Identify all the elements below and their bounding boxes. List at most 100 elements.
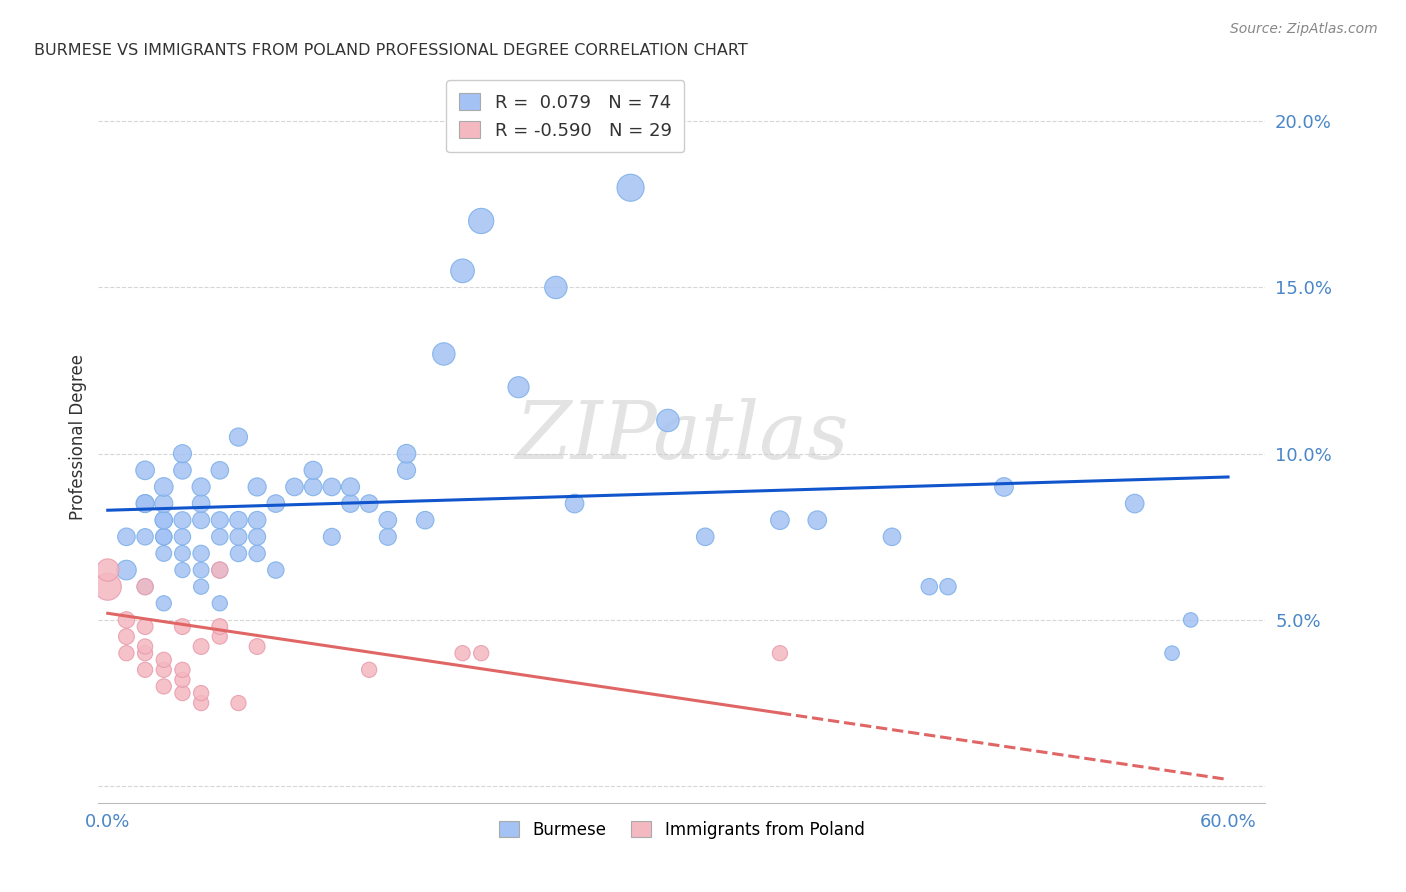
Point	[246, 530, 269, 544]
Point	[395, 463, 418, 477]
Point	[172, 686, 194, 700]
Point	[264, 563, 287, 577]
Point	[302, 480, 325, 494]
Point	[695, 530, 717, 544]
Point	[134, 640, 156, 654]
Point	[208, 630, 231, 644]
Point	[228, 513, 250, 527]
Point	[451, 646, 474, 660]
Point	[377, 513, 399, 527]
Point	[544, 280, 567, 294]
Point	[190, 563, 212, 577]
Point	[208, 513, 231, 527]
Point	[152, 513, 174, 527]
Point	[172, 663, 194, 677]
Point	[246, 640, 269, 654]
Point	[134, 497, 156, 511]
Point	[339, 480, 361, 494]
Point	[115, 646, 138, 660]
Point	[208, 530, 231, 544]
Point	[283, 480, 305, 494]
Text: ZIPatlas: ZIPatlas	[515, 399, 849, 475]
Point	[1161, 646, 1184, 660]
Point	[172, 673, 194, 687]
Point	[769, 513, 792, 527]
Point	[152, 546, 174, 560]
Point	[377, 530, 399, 544]
Point	[936, 580, 959, 594]
Point	[470, 646, 492, 660]
Point	[134, 463, 156, 477]
Point	[769, 646, 792, 660]
Point	[228, 546, 250, 560]
Point	[152, 530, 174, 544]
Point	[172, 463, 194, 477]
Point	[1180, 613, 1202, 627]
Point	[208, 596, 231, 610]
Point	[134, 580, 156, 594]
Point	[880, 530, 903, 544]
Point	[152, 513, 174, 527]
Point	[152, 596, 174, 610]
Point	[134, 646, 156, 660]
Text: BURMESE VS IMMIGRANTS FROM POLAND PROFESSIONAL DEGREE CORRELATION CHART: BURMESE VS IMMIGRANTS FROM POLAND PROFES…	[34, 43, 748, 58]
Point	[152, 653, 174, 667]
Point	[395, 447, 418, 461]
Point	[208, 563, 231, 577]
Point	[208, 563, 231, 577]
Point	[657, 413, 679, 427]
Point	[302, 463, 325, 477]
Point	[115, 630, 138, 644]
Point	[208, 463, 231, 477]
Point	[152, 530, 174, 544]
Point	[339, 497, 361, 511]
Point	[413, 513, 436, 527]
Point	[246, 513, 269, 527]
Point	[246, 480, 269, 494]
Point	[190, 513, 212, 527]
Point	[190, 696, 212, 710]
Point	[321, 530, 343, 544]
Point	[470, 214, 492, 228]
Point	[508, 380, 530, 394]
Point	[190, 686, 212, 700]
Point	[190, 546, 212, 560]
Point	[190, 640, 212, 654]
Point	[152, 680, 174, 694]
Point	[190, 480, 212, 494]
Point	[172, 619, 194, 633]
Point	[228, 530, 250, 544]
Point	[806, 513, 828, 527]
Point	[115, 613, 138, 627]
Point	[208, 619, 231, 633]
Point	[264, 497, 287, 511]
Point	[564, 497, 586, 511]
Point	[321, 480, 343, 494]
Point	[619, 180, 641, 194]
Point	[433, 347, 456, 361]
Y-axis label: Professional Degree: Professional Degree	[69, 354, 87, 520]
Point	[115, 563, 138, 577]
Legend: Burmese, Immigrants from Poland: Burmese, Immigrants from Poland	[492, 814, 872, 846]
Point	[172, 513, 194, 527]
Point	[172, 546, 194, 560]
Point	[246, 546, 269, 560]
Point	[134, 497, 156, 511]
Point	[1123, 497, 1146, 511]
Point	[115, 530, 138, 544]
Point	[134, 663, 156, 677]
Point	[172, 530, 194, 544]
Point	[134, 580, 156, 594]
Point	[134, 619, 156, 633]
Point	[228, 430, 250, 444]
Point	[359, 663, 381, 677]
Point	[152, 497, 174, 511]
Point	[97, 563, 120, 577]
Point	[993, 480, 1015, 494]
Point	[359, 497, 381, 511]
Point	[97, 580, 120, 594]
Point	[190, 497, 212, 511]
Point	[172, 447, 194, 461]
Point	[134, 497, 156, 511]
Text: Source: ZipAtlas.com: Source: ZipAtlas.com	[1230, 22, 1378, 37]
